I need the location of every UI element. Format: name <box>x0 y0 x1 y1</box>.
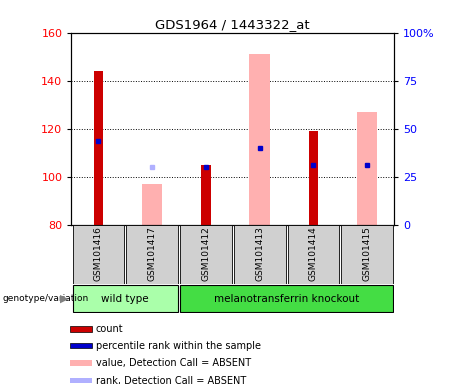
Bar <box>342 225 393 284</box>
Title: GDS1964 / 1443322_at: GDS1964 / 1443322_at <box>155 18 310 31</box>
Bar <box>72 225 124 284</box>
Text: GSM101413: GSM101413 <box>255 226 264 281</box>
Text: genotype/variation: genotype/variation <box>2 294 89 303</box>
Bar <box>180 285 393 313</box>
Bar <box>180 225 232 284</box>
Bar <box>234 225 285 284</box>
Bar <box>288 225 339 284</box>
Bar <box>71 343 92 348</box>
Text: GSM101417: GSM101417 <box>148 226 157 281</box>
Text: GSM101416: GSM101416 <box>94 226 103 281</box>
Text: wild type: wild type <box>101 293 149 304</box>
Text: melanotransferrin knockout: melanotransferrin knockout <box>214 293 359 304</box>
Text: GSM101415: GSM101415 <box>363 226 372 281</box>
Bar <box>71 378 92 383</box>
Bar <box>72 285 178 313</box>
Bar <box>357 112 378 225</box>
Text: GSM101414: GSM101414 <box>309 226 318 281</box>
Bar <box>94 71 103 225</box>
Text: rank, Detection Call = ABSENT: rank, Detection Call = ABSENT <box>95 376 246 384</box>
Text: percentile rank within the sample: percentile rank within the sample <box>95 341 260 351</box>
Bar <box>142 184 162 225</box>
Bar <box>71 326 92 332</box>
Bar <box>126 225 178 284</box>
Bar <box>309 131 318 225</box>
Bar <box>249 54 270 225</box>
Text: GSM101412: GSM101412 <box>201 226 210 281</box>
Bar <box>201 165 211 225</box>
Text: count: count <box>95 324 123 334</box>
Text: ▶: ▶ <box>60 294 68 304</box>
Bar <box>71 361 92 366</box>
Text: value, Detection Call = ABSENT: value, Detection Call = ABSENT <box>95 358 251 368</box>
